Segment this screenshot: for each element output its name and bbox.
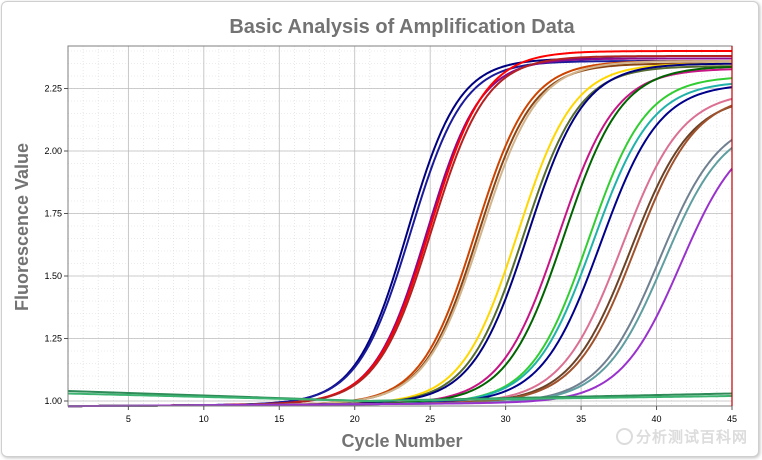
x-tick-label: 20 [350, 414, 360, 424]
series-group [67, 50, 733, 408]
series-line-curve-22 [67, 167, 733, 408]
grid [67, 46, 733, 406]
y-tick-label: 1.50 [44, 271, 62, 281]
x-tick-label: 30 [501, 414, 511, 424]
x-tick-label: 40 [652, 414, 662, 424]
y-tick-label: 1.25 [44, 334, 62, 344]
watermark-text: 分析测试百科网 [635, 428, 748, 446]
axes: 5 10 15 20 25 30 35 40 45 1.00 1.25 1.50 1.75 2.00 2.2… [44, 45, 737, 424]
series-line-ntc-2 [67, 392, 733, 402]
y-tick-label: 1.75 [44, 209, 62, 219]
x-axis-title: Cycle Number [341, 431, 462, 451]
x-tick-label: 35 [576, 414, 586, 424]
x-tick-label: 10 [199, 414, 209, 424]
y-tick-label: 2.25 [44, 84, 62, 94]
chart-title: Basic Analysis of Amplification Data [229, 16, 575, 38]
watermark-logo-icon [615, 428, 633, 445]
y-axis-title: Fluorescence Value [12, 143, 32, 311]
y-tick-label: 2.00 [44, 146, 62, 156]
y-tick-label: 1.00 [44, 396, 62, 406]
x-tick-label: 25 [425, 414, 435, 424]
x-tick-label: 15 [274, 414, 284, 424]
watermark: 分析测试百科网 [615, 426, 748, 447]
x-tick-label: 45 [727, 414, 737, 424]
x-tick-label: 5 [126, 414, 131, 424]
